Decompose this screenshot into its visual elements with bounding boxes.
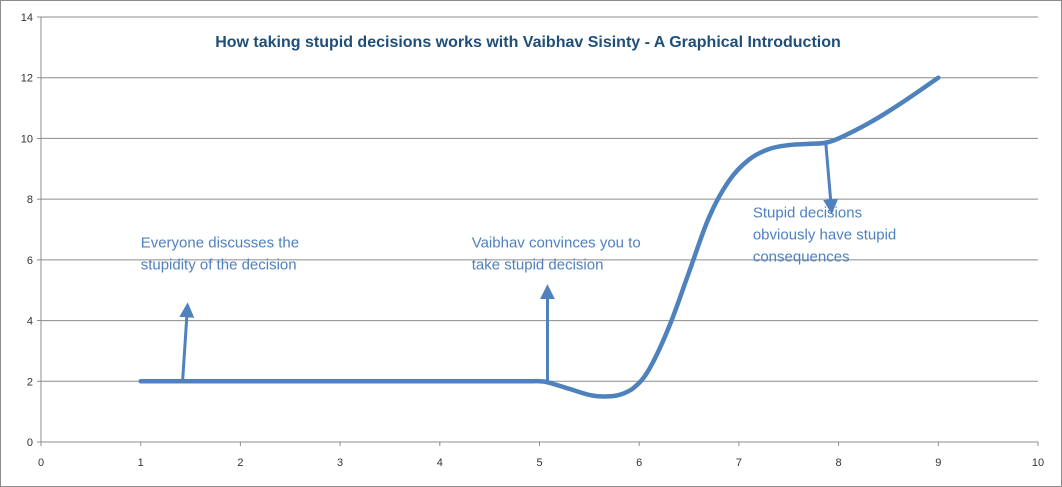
x-tick-label: 2 [237, 457, 243, 469]
x-tick-label: 4 [437, 457, 443, 469]
annotation-line: take stupid decision [472, 257, 604, 274]
y-tick-label: 8 [27, 194, 33, 206]
annotations: Everyone discusses the stupidity of the d… [141, 141, 896, 382]
x-tick-label: 10 [1032, 457, 1044, 469]
y-tick-label: 4 [27, 316, 33, 328]
x-tick-label: 9 [935, 457, 941, 469]
x-tick-label: 6 [636, 457, 642, 469]
annotation-line: Vaibhav convinces you to [472, 235, 641, 252]
x-tick-label: 0 [38, 457, 44, 469]
gridlines [41, 16, 1038, 382]
y-tick-label: 12 [21, 73, 33, 85]
x-tick-label: 3 [337, 457, 343, 469]
series-line [138, 75, 941, 399]
annotation-arrow [179, 302, 195, 382]
x-tick-label: 7 [736, 457, 742, 469]
annotation-arrow [823, 141, 839, 215]
y-tick-label: 2 [27, 376, 33, 388]
annotation-line: Everyone discusses the [141, 235, 299, 252]
y-tick-label: 6 [27, 255, 33, 267]
annotation-line: stupidity of the decision [141, 257, 297, 274]
chart-title: How taking stupid decisions works with V… [215, 34, 841, 51]
y-tick-label: 14 [21, 12, 33, 24]
y-tick-label: 0 [27, 437, 33, 449]
axes [37, 16, 1039, 446]
annotation-line: consequences [753, 248, 850, 265]
y-tick-label: 10 [21, 133, 33, 145]
series [138, 75, 941, 399]
x-tick-label: 1 [138, 457, 144, 469]
annotation-line: Stupid decisions [753, 204, 862, 221]
x-tick-label: 8 [836, 457, 842, 469]
annotation-line: obviously have stupid [753, 226, 896, 243]
x-tick-label: 5 [536, 457, 542, 469]
annotation-text: Stupid decisions obviously have stupid con… [753, 204, 896, 265]
annotation-text: Vaibhav convinces you to take stupid deci… [472, 235, 641, 274]
annotation-text: Everyone discusses the stupidity of the d… [141, 235, 299, 274]
